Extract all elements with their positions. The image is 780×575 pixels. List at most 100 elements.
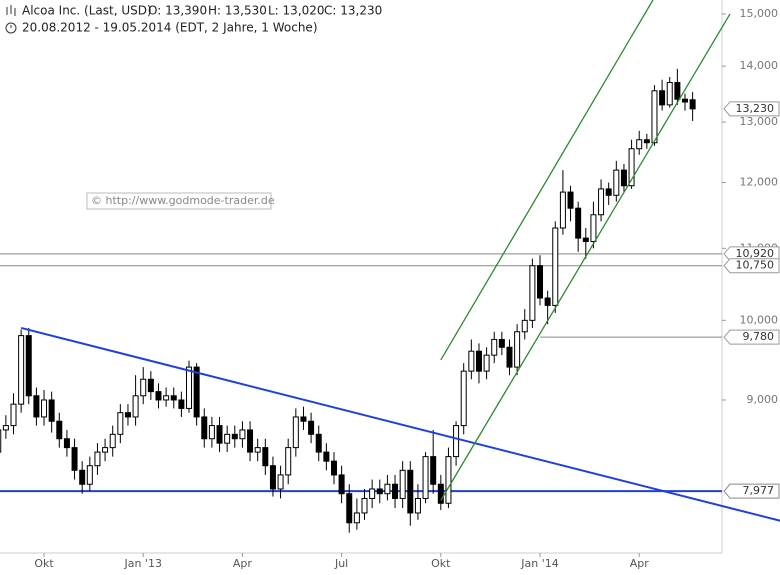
- candle-body: [628, 148, 635, 187]
- candle-body: [124, 412, 131, 418]
- candle-body: [514, 331, 521, 368]
- candle-body: [79, 469, 86, 485]
- candle-body: [605, 188, 612, 196]
- y-tick-label: 13,000: [740, 115, 779, 128]
- candle-body: [231, 433, 238, 440]
- candle-body: [498, 338, 505, 348]
- candle-body: [178, 399, 185, 409]
- candle-body: [537, 265, 544, 299]
- candle-body: [620, 169, 627, 187]
- price-tag-label: 10,920: [736, 247, 775, 260]
- candle-body: [208, 425, 215, 440]
- ohlc-low: L: 13,020: [268, 4, 325, 18]
- candle-body: [346, 493, 353, 524]
- candle-body: [376, 488, 383, 495]
- candle-body: [544, 297, 551, 306]
- x-tick-label: Jan '14: [520, 557, 558, 570]
- price-tag-label: 13,230: [736, 102, 775, 115]
- candle-body: [643, 139, 650, 144]
- candle-body: [308, 420, 315, 435]
- candle-body: [10, 403, 17, 427]
- candle-body: [651, 90, 658, 144]
- candle-body: [529, 265, 536, 321]
- ohlc-open: O: 13,390: [148, 4, 207, 18]
- candle-body: [575, 207, 582, 239]
- candle-body: [353, 512, 360, 524]
- candle-body: [48, 399, 55, 422]
- candle-body: [521, 319, 528, 333]
- candle-body: [338, 474, 345, 495]
- candle-body: [147, 378, 154, 393]
- candle-body: [636, 139, 643, 150]
- candle-body: [552, 227, 559, 306]
- candle-body: [285, 447, 292, 476]
- chart-title: Alcoa Inc. (Last, USD): [22, 4, 152, 18]
- candle-body: [453, 425, 460, 458]
- candle-body: [430, 456, 437, 485]
- candle-body: [25, 335, 32, 397]
- ohlc-close: C: 13,230: [324, 4, 382, 18]
- candle-body: [247, 429, 254, 453]
- x-tick-label: Jan '13: [123, 557, 161, 570]
- chart-subtitle: 20.08.2012 - 19.05.2014 (EDT, 2 Jahre, 1…: [22, 21, 318, 35]
- candle-body: [163, 395, 170, 401]
- x-tick-label: Apr: [630, 557, 650, 570]
- candle-body: [254, 447, 261, 453]
- price-tag: [723, 483, 780, 499]
- candle-body: [269, 465, 276, 490]
- candle-body: [483, 354, 490, 372]
- plot-area: [0, 68, 722, 533]
- candle-body: [506, 346, 513, 368]
- trend-line: [440, 0, 654, 361]
- candle-body: [201, 416, 208, 440]
- price-tag: [723, 329, 780, 345]
- annotation: © http://www.godmode-trader.de: [91, 194, 275, 207]
- x-tick-label: Okt: [431, 557, 451, 570]
- candle-body: [567, 191, 574, 209]
- candle-body: [666, 81, 673, 106]
- candle-body: [292, 416, 299, 449]
- trend-line: [440, 13, 731, 501]
- candle-body: [56, 420, 63, 440]
- annotation-box: [86, 192, 272, 210]
- candle-body: [674, 81, 681, 100]
- price-tag-label: 7,977: [743, 484, 775, 497]
- candle-body: [399, 469, 406, 499]
- candle-body: [132, 395, 139, 418]
- y-tick-label: 9,000: [747, 393, 779, 406]
- candle-body: [361, 497, 368, 514]
- candle-body: [86, 465, 93, 485]
- candle-body: [33, 395, 40, 418]
- candle-body: [224, 433, 231, 444]
- candle-body: [681, 98, 688, 103]
- candle-body: [414, 497, 421, 514]
- candle-body: [262, 447, 269, 467]
- candle-body: [94, 451, 101, 467]
- candle-body: [140, 378, 147, 397]
- candle-body: [437, 483, 444, 504]
- candle-body: [41, 399, 48, 418]
- candle-body: [330, 460, 337, 476]
- ohlc-high: H: 13,530: [208, 4, 267, 18]
- candle-body: [659, 90, 666, 106]
- price-tag-label: 10,750: [736, 259, 775, 272]
- candle-body: [598, 188, 605, 216]
- candle-body: [239, 429, 246, 440]
- candle-body: [277, 474, 284, 490]
- candle-body: [582, 237, 589, 242]
- trend-line: [20, 326, 780, 522]
- candle-body: [102, 447, 109, 453]
- candle-body: [300, 416, 307, 422]
- candle-body: [460, 370, 467, 427]
- candle-body: [384, 483, 391, 495]
- price-tag: [723, 258, 780, 274]
- x-tick-label: Apr: [233, 557, 253, 570]
- candle-body: [2, 425, 9, 431]
- price-tag-label: 9,780: [743, 330, 775, 343]
- candle-body: [590, 214, 597, 242]
- candle-body: [71, 447, 78, 471]
- price-tag: [723, 101, 780, 117]
- candle-body: [193, 366, 200, 418]
- candle-body: [18, 335, 25, 405]
